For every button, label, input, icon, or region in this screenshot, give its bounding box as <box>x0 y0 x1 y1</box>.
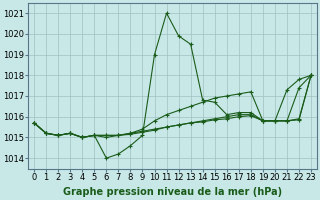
X-axis label: Graphe pression niveau de la mer (hPa): Graphe pression niveau de la mer (hPa) <box>63 187 282 197</box>
